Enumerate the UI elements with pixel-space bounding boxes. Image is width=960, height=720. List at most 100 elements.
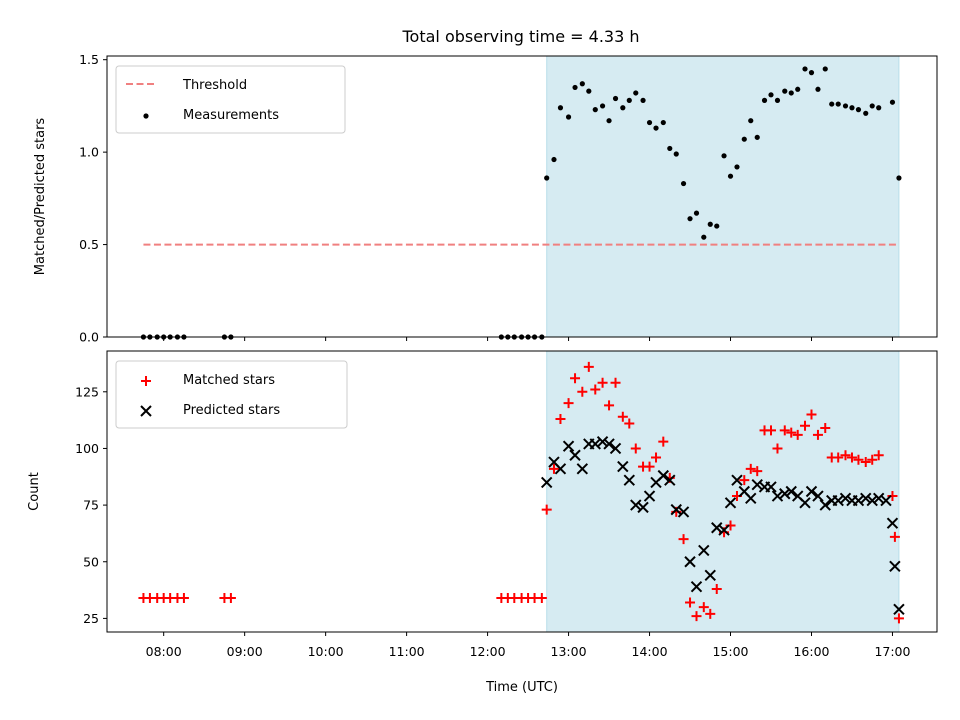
data-point [640,97,646,103]
legend-handle [143,113,149,119]
data-point [617,460,629,473]
data-point [603,438,615,450]
y-tick-label: 1.0 [79,145,99,160]
data-point [633,90,639,96]
data-point [808,70,815,76]
y-tick-label: 1.5 [79,52,99,67]
data-point [741,136,747,142]
data-point [721,153,727,159]
data-point [592,107,598,113]
data-point [701,234,707,240]
x-tick-label: 11:00 [389,644,425,659]
y-tick-label: 0.0 [79,330,99,345]
data-point [685,597,696,608]
data-point [812,490,824,502]
data-point [802,66,808,72]
data-point [704,569,716,582]
data-point [684,556,696,568]
data-point [643,490,656,502]
legend-label: Matched stars [183,373,275,388]
data-point [745,463,756,474]
observing-span [546,55,900,338]
x-tick-label: 14:00 [632,644,668,659]
data-point [786,427,797,438]
data-point [698,602,709,613]
data-point [842,103,849,109]
data-point [551,156,557,163]
legend-box [115,65,346,134]
data-point [788,90,794,96]
data-point [657,469,670,482]
data-point [866,494,878,507]
data-point [693,210,700,216]
data-point [557,105,564,111]
bottom-panel: 25 50 75 100 125 08:00 09:00 10:00 11:00 12:00 13:… [27,350,938,695]
data-point [727,173,734,179]
data-point [610,377,621,388]
legend-label: Threshold [182,78,247,93]
data-point [572,84,578,91]
data-point [599,103,606,109]
y-tick-label: 125 [75,384,99,399]
data-point [846,452,857,463]
data-point [829,101,835,107]
data-point [604,400,615,411]
y-tick-label: 75 [83,498,99,513]
x-tick-label: 16:00 [793,644,829,659]
x-tick-label: 13:00 [551,644,587,659]
data-point [752,466,763,477]
data-point [761,97,768,103]
data-point [570,373,581,384]
data-point [782,88,788,94]
data-point [597,377,608,388]
legend: Matched stars Predicted stars [115,360,348,429]
data-point [678,534,689,545]
data-point [617,411,628,422]
figure-title: Total observing time = 4.33 h [401,27,639,46]
y-axis-label: Count [27,472,42,511]
data-point [795,86,801,92]
x-tick-label: 17:00 [874,644,910,659]
data-point [893,613,904,624]
data-point [779,425,790,436]
x-tick-label: 09:00 [227,644,263,659]
data-point [178,593,189,604]
data-point [687,216,693,222]
data-point [855,107,862,113]
data-point [748,118,754,124]
data-point [653,125,659,131]
data-point [805,485,818,498]
top-panel: 0.0 0.5 1.0 1.5 Matched/Predicted stars Thres… [33,52,938,345]
data-point [680,180,687,187]
data-point [822,66,828,72]
axes-frame [106,350,938,633]
data-point [806,409,817,420]
data-point [705,608,716,619]
data-point [626,97,632,103]
data-point [880,494,892,507]
data-point [691,611,702,622]
data-point [714,223,720,229]
data-point [612,95,619,102]
data-point [630,499,642,511]
observing-span [546,350,900,633]
data-point [544,175,550,181]
data-point [889,560,901,572]
data-point [569,449,581,461]
data-point [690,580,703,593]
data-point [644,461,655,472]
data-point [540,476,553,489]
data-point [800,420,811,431]
y-axis-label: Matched/Predicted stars [33,118,48,276]
data-point [833,452,844,463]
data-point [579,81,585,87]
legend-label: Predicted stars [183,403,280,418]
x-tick-label: 12:00 [470,644,506,659]
data-point [860,457,871,468]
x-tick-label: 15:00 [712,644,748,659]
data-point [765,481,777,493]
y-tick-label: 50 [83,554,99,569]
data-point [576,463,589,475]
data-point [698,544,710,557]
